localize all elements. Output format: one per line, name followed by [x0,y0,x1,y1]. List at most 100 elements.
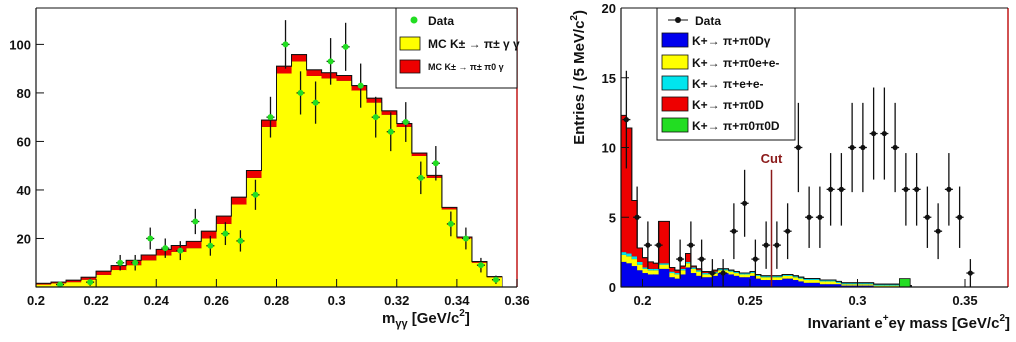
data-point-marker [806,214,812,220]
left-legend-mc-pi0g-label: MC K± → π± π0 γ [428,62,504,72]
x-tick-label: 0.3 [328,293,346,308]
hist-bin [690,268,697,274]
data-point [805,186,814,248]
data-point-marker [147,235,154,242]
left-legend-data-label: Data [428,14,454,28]
hist-bin [456,238,472,287]
hist-bin [276,66,292,74]
data-point-marker [477,262,484,269]
data-point-marker [957,214,963,220]
x-tick-label: 0.22 [83,293,108,308]
hist-bin [728,274,734,287]
hist-bin [819,280,826,282]
hist-bin [66,282,82,287]
hist-bin [441,207,457,210]
x-tick-label: 0.32 [384,293,409,308]
data-point [476,257,485,273]
hist-bin [717,268,724,271]
hist-bin [852,285,858,287]
data-point [880,87,889,180]
data-point [826,153,835,226]
hist-bin [36,283,52,285]
data-point [401,102,410,142]
data-point-marker [774,242,780,248]
hist-bin [231,197,247,205]
hist-bin [707,273,713,275]
hist-bin [186,241,202,249]
y-tick-label: 60 [17,134,31,149]
right-cut-label: Cut [761,151,783,166]
data-point [783,203,792,260]
data-point-marker [785,228,791,234]
hist-bin [766,280,772,287]
hist-bin [739,277,745,287]
data-point [326,38,335,85]
hist-bin [701,271,707,274]
y-tick-label: 20 [17,231,31,246]
hist-bin [626,263,632,287]
x-tick-label: 0.2 [27,293,45,308]
hist-bin [231,204,247,287]
hist-bin [696,271,702,276]
data-point-marker [967,270,973,276]
hist-bin [857,285,863,287]
data-point-marker [623,117,629,123]
hist-bin [836,284,842,287]
hist-bin [755,274,761,276]
data-point [191,208,200,235]
hist-bin [771,277,777,281]
hist-bin [647,268,654,271]
data-point-marker [677,256,683,262]
y-tick-label: 40 [17,183,31,198]
hist-bin [690,267,697,269]
right-axis-ticks: 0.2 0.25 0.3 0.35 0 5 10 15 20 [602,1,978,308]
data-point-marker [924,214,930,220]
data-point [296,71,305,115]
hist-bin [674,278,681,287]
hist-bin [744,273,750,275]
hist-bin [642,273,648,287]
data-point-marker [417,174,424,181]
data-point-marker [282,41,289,48]
hist-bin [766,275,772,278]
data-point-marker [222,230,229,237]
hist-bin [306,69,322,76]
data-point-marker [860,144,866,151]
data-point-marker [828,186,834,192]
right-legend-piee-label: K+→ π+e+e- [692,77,764,91]
data-point-marker [849,144,855,151]
data-point-marker [656,242,662,248]
data-point-marker [207,242,214,249]
hist-bin [664,268,670,287]
hist-bin [674,273,681,275]
data-point-marker [731,228,737,234]
data-point [236,230,245,252]
data-point [762,221,771,269]
data-point [837,153,846,226]
hist-bin [637,270,643,287]
data-point [206,235,215,256]
hist-bin [680,268,686,271]
hist-bin [723,268,729,271]
hist-bin [809,282,815,287]
hist-bin [889,285,896,287]
hist-bin [653,274,659,287]
data-point-marker [432,160,439,167]
hist-bin [637,247,643,262]
hist-bin [621,254,627,262]
hist-bin [717,270,724,274]
x-tick-label: 0.24 [144,293,170,308]
data-point [815,186,824,248]
right-legend-data-label: Data [695,14,721,28]
hist-bin [798,278,804,282]
hist-bin [846,282,853,285]
right-legend-pi0ee-swatch [661,54,689,70]
data-point [386,112,395,152]
hist-bin [712,271,718,274]
left-axis-ticks: 0.2 0.22 0.24 0.26 0.28 0.3 0.32 0.34 0.36 20 40 60… [9,37,529,308]
hist-bin [626,253,632,257]
hist-bin [733,275,740,287]
hist-bin [776,280,783,287]
right-legend-pi0Dg-label: K+→ π+π0Dγ [692,34,771,48]
